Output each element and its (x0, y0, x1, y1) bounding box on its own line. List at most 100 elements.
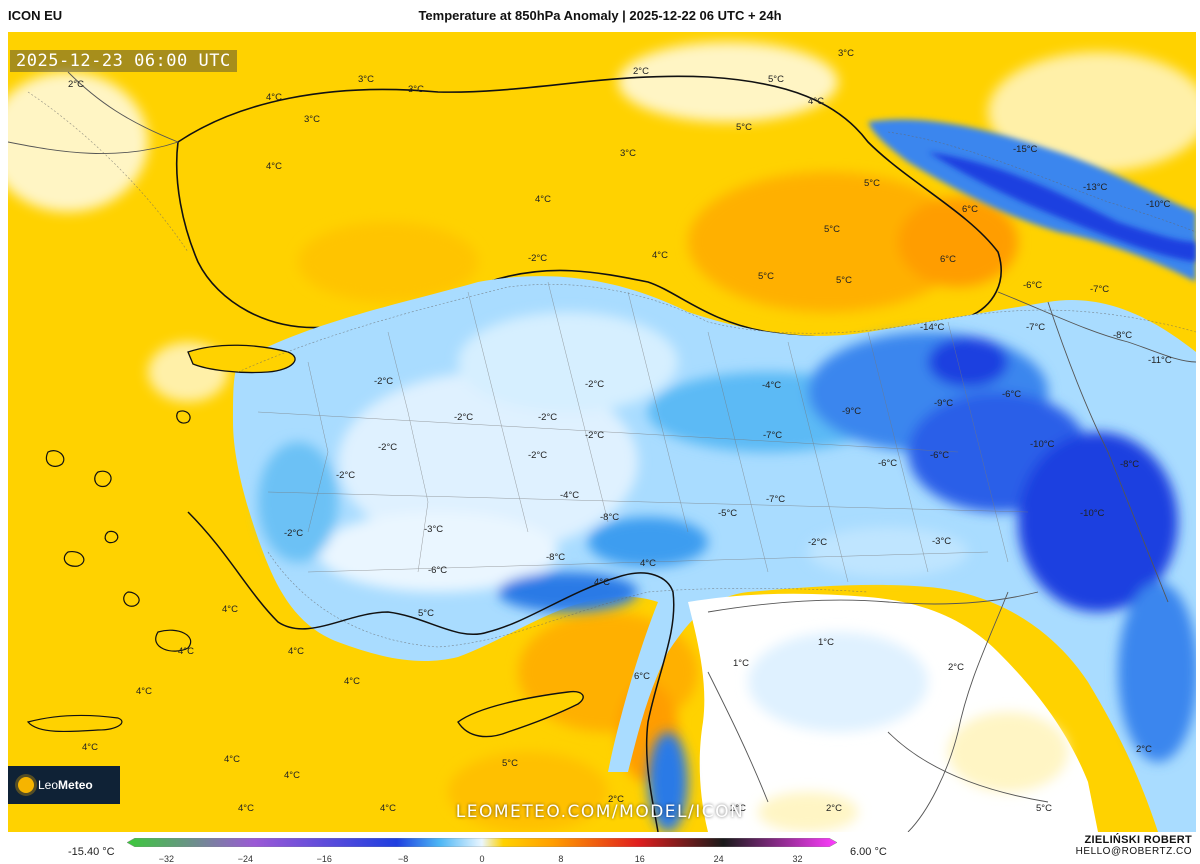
temperature-label: -7°C (763, 430, 782, 441)
temperature-label: 4°C (640, 558, 656, 569)
temperature-label: 4°C (344, 676, 360, 687)
temperature-label: -6°C (1023, 280, 1042, 291)
temperature-label: -2°C (374, 376, 393, 387)
author-email[interactable]: HELLO@ROBERTZ.CO (1075, 846, 1192, 857)
temperature-label: -2°C (528, 450, 547, 461)
temperature-label: -2°C (284, 528, 303, 539)
leometeo-logo[interactable]: Leo Meteo (8, 766, 120, 804)
scale-tick: 32 (792, 854, 803, 864)
temperature-label: -13°C (1083, 182, 1108, 193)
temperature-label: 2°C (826, 803, 842, 814)
temperature-label: -8°C (600, 512, 619, 523)
temperature-label: 2°C (730, 803, 746, 814)
temperature-label: 4°C (284, 770, 300, 781)
temperature-label: 5°C (418, 608, 434, 619)
model-name: ICON EU (8, 8, 63, 23)
aegean-islands (26, 410, 192, 733)
temperature-label: -10°C (1146, 199, 1171, 210)
temperature-label: -10°C (1080, 508, 1105, 519)
temperature-label: -6°C (878, 458, 897, 469)
anomaly-map[interactable]: 2°C 3°C 3°C 4°C 3°C 2°C 5°C 3°C 4°C 5°C … (8, 32, 1196, 832)
temperature-label: 4°C (238, 803, 254, 814)
temperature-label: 4°C (224, 754, 240, 765)
temperature-label: 5°C (1036, 803, 1052, 814)
temperature-label: -2°C (585, 430, 604, 441)
scale-tick: 8 (558, 854, 564, 864)
temperature-label: 1°C (818, 637, 834, 648)
temperature-label: 3°C (358, 74, 374, 85)
color-scale-bar (127, 838, 837, 847)
logo-text-a: Leo (38, 778, 59, 792)
temperature-label: -2°C (808, 537, 827, 548)
scale-min-label: -15.40 °C (68, 846, 115, 858)
temperature-label: -2°C (528, 253, 547, 264)
scale-tick: −16 (316, 854, 332, 864)
temperature-label: 4°C (288, 646, 304, 657)
valid-time-label: 2025-12-23 06:00 UTC (10, 50, 237, 72)
temperature-label: -9°C (934, 398, 953, 409)
temperature-label: -5°C (718, 508, 737, 519)
temperature-label: -2°C (454, 412, 473, 423)
temperature-label: 6°C (940, 254, 956, 265)
scale-tick: 0 (479, 854, 485, 864)
temperature-label: 3°C (620, 148, 636, 159)
temperature-label: 5°C (864, 178, 880, 189)
mediterranean-coastline (187, 511, 675, 832)
temperature-label: 4°C (136, 686, 152, 697)
temperature-label: 6°C (962, 204, 978, 215)
map-title: Temperature at 850hPa Anomaly | 2025-12-… (418, 8, 782, 23)
temperature-labels: 2°C 3°C 3°C 4°C 3°C 2°C 5°C 3°C 4°C 5°C … (68, 48, 1172, 814)
temperature-label: 4°C (380, 803, 396, 814)
site-watermark: LEOMETEO.COM/MODEL/ICON (455, 802, 745, 822)
caucasus-cold-core (928, 152, 1196, 262)
temperature-label: -8°C (1120, 459, 1139, 470)
temperature-label: -7°C (766, 494, 785, 505)
temperature-label: 6°C (634, 671, 650, 682)
temperature-label: 2°C (1136, 744, 1152, 755)
temperature-label: -9°C (842, 406, 861, 417)
temperature-label: -15°C (1013, 144, 1038, 155)
author-credit: ZIELIŃSKI ROBERT HELLO@ROBERTZ.CO (1076, 834, 1192, 857)
temperature-label: 5°C (836, 275, 852, 286)
temperature-label: 5°C (502, 758, 518, 769)
temperature-label: 5°C (768, 74, 784, 85)
temperature-label: -2°C (378, 442, 397, 453)
temperature-label: 4°C (178, 646, 194, 657)
logo-text-b: Meteo (58, 778, 93, 792)
temperature-label: 4°C (594, 577, 610, 588)
marmara-outline (187, 344, 296, 374)
sun-icon (18, 777, 34, 793)
temperature-label: -8°C (1113, 330, 1132, 341)
temperature-label: 4°C (266, 161, 282, 172)
author-name: ZIELIŃSKI ROBERT (1084, 834, 1192, 846)
temperature-label: 4°C (222, 604, 238, 615)
temperature-label: -4°C (560, 490, 579, 501)
temperature-label: 4°C (535, 194, 551, 205)
temperature-label: 2°C (633, 66, 649, 77)
temperature-label: -2°C (336, 470, 355, 481)
footer (0, 832, 1200, 863)
temperature-label: 5°C (824, 224, 840, 235)
cold-core-patches (258, 312, 1196, 762)
scale-tick: −32 (158, 854, 175, 864)
map-canvas: 2°C 3°C 3°C 4°C 3°C 2°C 5°C 3°C 4°C 5°C … (8, 32, 1196, 832)
temperature-label: 3°C (838, 48, 854, 59)
temperature-label: 5°C (758, 271, 774, 282)
temperature-label: 3°C (304, 114, 320, 125)
temperature-label: -4°C (762, 380, 781, 391)
temperature-label: 1°C (733, 658, 749, 669)
temperature-label: -7°C (1090, 284, 1109, 295)
temperature-label: -14°C (920, 322, 945, 333)
scale-tick: −8 (397, 854, 409, 864)
scale-tick: −24 (237, 854, 253, 864)
temperature-label: 4°C (652, 250, 668, 261)
temperature-label: -11°C (1148, 355, 1172, 366)
temperature-label: -2°C (538, 412, 557, 423)
country-borders (8, 71, 1196, 832)
temperature-label: 4°C (82, 742, 98, 753)
anomaly-contours (27, 91, 1196, 648)
temperature-label: 5°C (736, 122, 752, 133)
temperature-label: 3°C (408, 84, 424, 95)
temperature-label: -3°C (932, 536, 951, 547)
cyprus-outline (457, 690, 584, 738)
